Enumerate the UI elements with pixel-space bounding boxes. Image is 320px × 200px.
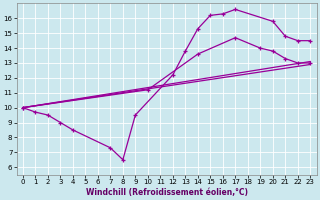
X-axis label: Windchill (Refroidissement éolien,°C): Windchill (Refroidissement éolien,°C)	[85, 188, 248, 197]
